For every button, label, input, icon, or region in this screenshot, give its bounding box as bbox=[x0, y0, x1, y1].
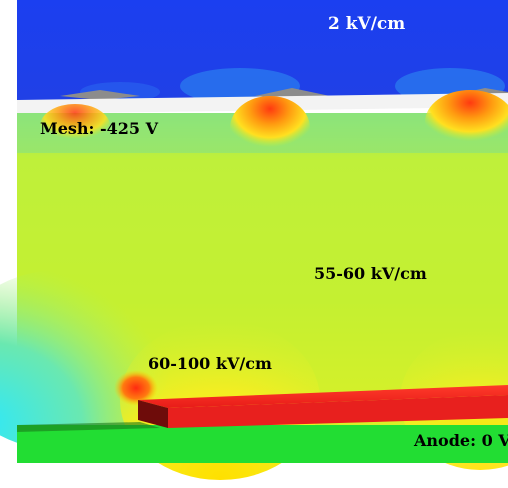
mesh-hot-spot bbox=[230, 96, 310, 160]
mesh-voltage-label: Mesh: -425 V bbox=[40, 119, 159, 138]
substrate bbox=[17, 425, 508, 463]
edge-hot-spot bbox=[114, 370, 158, 406]
anode-strip bbox=[138, 385, 508, 428]
gap-field-label: 55-60 kV/cm bbox=[314, 264, 427, 283]
edge-field-label: 60-100 kV/cm bbox=[148, 354, 272, 373]
mesh-hot-spot bbox=[40, 104, 110, 148]
mesh-hot-spot bbox=[425, 90, 508, 154]
drift-field-label: 2 kV/cm bbox=[328, 14, 406, 34]
anode-voltage-label: Anode: 0 V bbox=[414, 431, 508, 450]
